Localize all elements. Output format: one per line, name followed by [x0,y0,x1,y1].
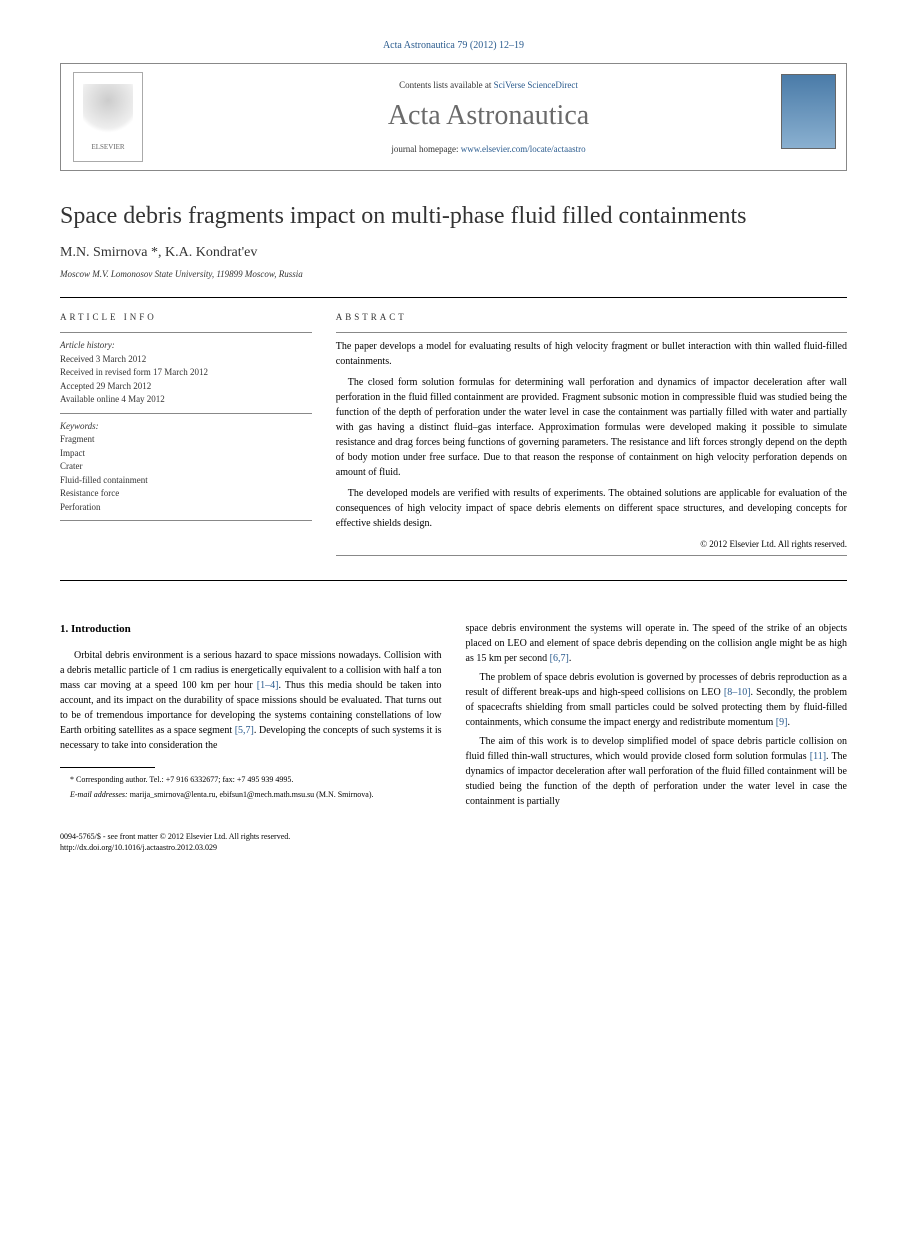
citation-link[interactable]: [8–10] [724,687,751,698]
keyword: Resistance force [60,487,312,501]
abstract-column: ABSTRACT The paper develops a model for … [336,312,847,562]
emails: marija_smirnova@lenta.ru, ebifsun1@mech.… [128,790,374,799]
received-date: Received 3 March 2012 [60,353,312,367]
sciencedirect-link[interactable]: SciVerse ScienceDirect [494,80,578,90]
publisher-name: ELSEVIER [91,143,124,151]
journal-name: Acta Astronautica [143,100,834,132]
keywords-block: Keywords: Fragment Impact Crater Fluid-f… [60,420,312,515]
introduction-heading: 1. Introduction [60,621,442,638]
article-info-column: ARTICLE INFO Article history: Received 3… [60,312,312,562]
divider [60,297,847,298]
journal-cover-thumbnail [781,74,836,149]
abstract-p3: The developed models are verified with r… [336,486,847,531]
journal-citation-header: Acta Astronautica 79 (2012) 12–19 [60,40,847,51]
contents-line: Contents lists available at SciVerse Sci… [143,80,834,90]
homepage-prefix: journal homepage: [391,144,460,154]
copyright: © 2012 Elsevier Ltd. All rights reserved… [336,539,847,549]
body-paragraph: The problem of space debris evolution is… [466,670,848,730]
abstract-p1: The paper develops a model for evaluatin… [336,339,847,369]
email-label: E-mail addresses: [70,790,128,799]
accepted-date: Accepted 29 March 2012 [60,380,312,394]
article-title: Space debris fragments impact on multi-p… [60,201,847,231]
intro-paragraph-cont: space debris environment the systems wil… [466,621,848,666]
corresponding-author-footnote: * Corresponding author. Tel.: +7 916 633… [60,774,442,800]
abstract-p2: The closed form solution formulas for de… [336,375,847,480]
authors: M.N. Smirnova *, K.A. Kondrat'ev [60,245,847,261]
citation-link[interactable]: [5,7] [235,725,254,736]
online-date: Available online 4 May 2012 [60,393,312,407]
text-run: . [787,717,790,728]
masthead-center: Contents lists available at SciVerse Sci… [143,80,834,154]
divider [336,332,847,333]
divider [336,555,847,556]
page-footer: 0094-5765/$ - see front matter © 2012 El… [60,831,847,853]
corr-author-line: * Corresponding author. Tel.: +7 916 633… [60,774,442,785]
contents-prefix: Contents lists available at [399,80,493,90]
article-history: Article history: Received 3 March 2012 R… [60,339,312,407]
history-label: Article history: [60,339,312,353]
homepage-link[interactable]: www.elsevier.com/locate/actaastro [461,144,586,154]
elsevier-logo: ELSEVIER [73,72,143,162]
info-abstract-row: ARTICLE INFO Article history: Received 3… [60,312,847,562]
body-right-column: space debris environment the systems wil… [466,621,848,813]
keyword: Fluid-filled containment [60,474,312,488]
body-left-column: 1. Introduction Orbital debris environme… [60,621,442,813]
citation-link[interactable]: [1–4] [257,680,279,691]
article-info-label: ARTICLE INFO [60,312,312,322]
divider [60,413,312,414]
text-run: . [569,653,572,664]
intro-paragraph: Orbital debris environment is a serious … [60,648,442,753]
text-run: The aim of this work is to develop simpl… [466,736,848,762]
keyword: Crater [60,460,312,474]
citation-link[interactable]: [11] [810,751,826,762]
homepage-line: journal homepage: www.elsevier.com/locat… [143,144,834,154]
keyword: Perforation [60,501,312,515]
issn-line: 0094-5765/$ - see front matter © 2012 El… [60,831,847,842]
email-line: E-mail addresses: marija_smirnova@lenta.… [60,789,442,800]
citation-link[interactable]: [9] [776,717,788,728]
keyword: Fragment [60,433,312,447]
revised-date: Received in revised form 17 March 2012 [60,366,312,380]
keywords-label: Keywords: [60,420,312,434]
keyword: Impact [60,447,312,461]
abstract-text: The paper develops a model for evaluatin… [336,339,847,531]
text-run: space debris environment the systems wil… [466,623,848,664]
divider [60,580,847,581]
affiliation: Moscow M.V. Lomonosov State University, … [60,269,847,279]
masthead: ELSEVIER Contents lists available at Sci… [60,63,847,171]
body-two-column: 1. Introduction Orbital debris environme… [60,621,847,813]
divider [60,520,312,521]
doi-line: http://dx.doi.org/10.1016/j.actaastro.20… [60,842,847,853]
body-paragraph: The aim of this work is to develop simpl… [466,734,848,809]
citation-link[interactable]: [6,7] [550,653,569,664]
footnote-separator [60,767,155,768]
abstract-label: ABSTRACT [336,312,847,322]
divider [60,332,312,333]
elsevier-tree-icon [83,84,133,139]
